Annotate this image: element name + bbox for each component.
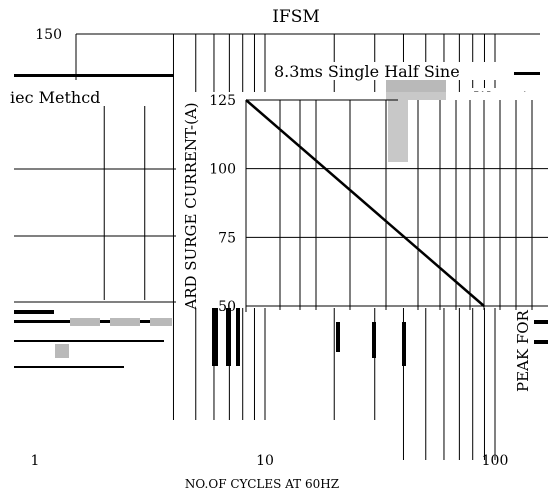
overlay-y-tick-label: 125 <box>209 93 236 109</box>
scan-artifact-bar <box>372 322 376 358</box>
scan-artifact-bar <box>534 340 548 344</box>
scan-artifact-grey-block <box>110 318 140 326</box>
overlay-y-tick-label: 50 <box>218 299 236 315</box>
annotation-fragment-left: iec Methcd <box>10 88 100 107</box>
scan-artifact-bar <box>14 310 54 314</box>
annotation-backdrop <box>266 62 514 80</box>
x-tick-label: 100 <box>482 453 509 469</box>
overlay-horizontal-gridlines <box>246 168 548 307</box>
scan-artifact-bar <box>336 322 340 352</box>
scan-artifact-bar <box>226 308 231 366</box>
scan-artifact-grey-block <box>70 318 100 326</box>
scan-artifact-grey-block <box>55 344 69 358</box>
x-tick-labels: 1 10 100 <box>31 453 509 469</box>
scan-artifact-bar <box>402 322 406 366</box>
scan-artifact-grey-block <box>150 318 172 326</box>
x-tick-label: 10 <box>256 453 274 469</box>
waveform-annotation: 8.3ms Single Half Sine <box>274 62 460 81</box>
overlay-grey-highlight <box>388 100 408 162</box>
scan-artifact-bar <box>236 308 240 366</box>
scan-artifact-bar <box>14 74 174 77</box>
overlay-y-axis-label: ARD SURGE CURRENT-(A) <box>182 102 200 310</box>
overlay-surge-line <box>245 99 485 307</box>
chart-title: IFSM <box>272 7 320 27</box>
x-tick-label: 1 <box>31 453 40 469</box>
scan-artifact-bar <box>14 340 164 342</box>
scan-artifact-bar <box>534 320 548 324</box>
x-axis-label: NO.OF CYCLES AT 60HZ <box>185 477 339 491</box>
scan-artifact-bar <box>14 366 124 368</box>
overlay-y-tick-label: 100 <box>209 162 236 178</box>
y-tick-label-150: 150 <box>35 27 62 43</box>
overlay-grey-highlight <box>386 92 446 100</box>
y-axis-label-fragment: PEAK FOR <box>514 309 532 392</box>
overlay-panel-background <box>176 92 551 308</box>
overlay-vertical-gridlines <box>279 100 533 310</box>
base-plot-frame <box>75 33 540 80</box>
overlay-y-tick-labels: 125 100 75 50 <box>209 93 236 315</box>
scan-artifact-bar <box>212 308 218 366</box>
overlay-y-tick-label: 75 <box>218 230 236 246</box>
annotation-backdrop <box>8 88 172 106</box>
